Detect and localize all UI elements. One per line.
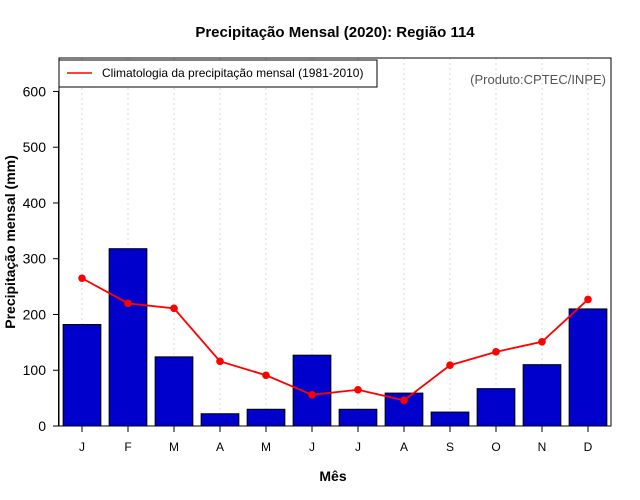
bar-3 (154, 356, 194, 427)
legend-label: Climatologia da precipitação mensal (198… (102, 66, 363, 80)
climatology-line (78, 274, 592, 405)
climatology-point-8 (400, 396, 408, 405)
x-axis-title: Mês (319, 468, 346, 484)
bar-9 (430, 411, 470, 427)
y-tick-label: 500 (23, 139, 47, 155)
bar-8 (384, 392, 424, 427)
x-tick-label: S (446, 440, 454, 454)
bar-12 (568, 308, 608, 427)
y-tick-label: 600 (23, 83, 47, 99)
x-tick-label: A (400, 440, 408, 454)
credit-label: (Produto:CPTEC/INPE) (470, 72, 606, 87)
chart-title: Precipitação Mensal (2020): Região 114 (195, 24, 475, 41)
x-tick-label: D (584, 440, 593, 454)
bars (62, 248, 608, 427)
climatology-polyline (81, 277, 589, 402)
climatology-point-6 (308, 390, 316, 399)
y-tick-label: 400 (23, 195, 47, 211)
climatology-point-3 (170, 304, 178, 313)
y-axis: 0 100 200 300 400 500 600 (23, 83, 59, 434)
y-tick-label: 200 (23, 306, 47, 322)
climatology-point-4 (216, 357, 224, 366)
y-axis-title: Precipitação mensal (mm) (2, 155, 18, 329)
x-tick-label: A (216, 440, 224, 454)
x-tick-label: N (538, 440, 547, 454)
bar-10 (476, 388, 516, 427)
climatology-point-7 (354, 385, 362, 394)
x-tick-label: O (491, 440, 500, 454)
legend-box (58, 59, 378, 88)
x-tick-label: M (261, 440, 271, 454)
climatology-point-5 (262, 371, 270, 380)
climatology-point-12 (584, 295, 592, 304)
x-tick-label: M (169, 440, 179, 454)
y-tick-label: 0 (38, 418, 46, 434)
climatology-point-2 (124, 299, 132, 308)
climatology-point-10 (492, 348, 500, 356)
bar-11 (522, 364, 562, 427)
climatology-point-9 (446, 361, 454, 370)
y-tick-label: 300 (23, 251, 47, 267)
x-tick-label: J (355, 440, 361, 454)
bar-1 (62, 324, 102, 427)
x-tick-label: F (124, 440, 131, 454)
bar-4 (200, 413, 240, 427)
bar-5 (246, 408, 286, 427)
x-tick-label: J (79, 440, 85, 454)
climatology-point-11 (538, 338, 546, 346)
bar-7 (338, 408, 378, 427)
bar-2 (108, 248, 148, 427)
climatology-point-1 (78, 274, 86, 283)
legend: Climatologia da precipitação mensal (198… (58, 59, 378, 88)
bar-6 (292, 354, 332, 427)
x-tick-label: J (309, 440, 315, 454)
y-tick-label: 100 (23, 362, 47, 378)
